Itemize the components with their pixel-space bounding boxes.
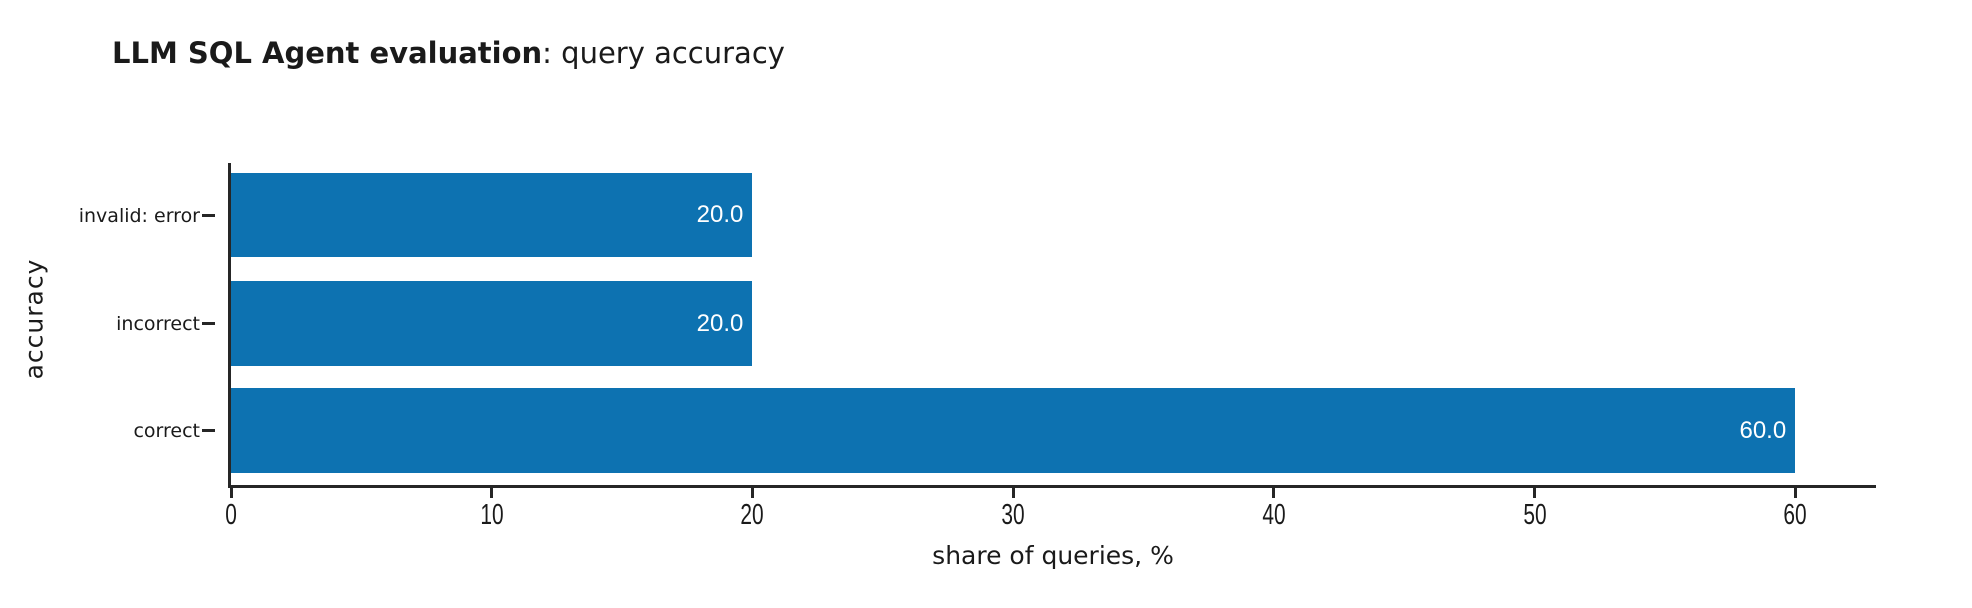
bar-row: 20.0 — [231, 173, 753, 257]
bar-value-label: 20.0 — [696, 201, 744, 228]
x-tick-label: 0 — [225, 499, 237, 531]
y-tick-mark — [202, 214, 215, 217]
x-axis-spine — [228, 485, 1876, 488]
x-axis-title: share of queries, % — [932, 541, 1174, 570]
x-tick-mark — [1272, 488, 1276, 498]
y-tick-mark — [202, 322, 215, 325]
bar-incorrect: 20.0 — [231, 281, 753, 366]
y-tick-label-incorrect: incorrect — [116, 313, 200, 335]
bar-row: 60.0 — [231, 388, 1796, 473]
x-tick-label: 50 — [1522, 499, 1547, 531]
y-axis-spine — [228, 163, 231, 488]
y-tick-label-correct: correct — [133, 420, 200, 442]
bar-correct: 60.0 — [231, 388, 1796, 473]
y-axis-title: accuracy — [19, 258, 49, 380]
x-tick-label: 30 — [1001, 499, 1025, 531]
x-tick-label: 10 — [480, 499, 504, 531]
x-tick-label: 40 — [1262, 499, 1286, 531]
x-tick-label: 60 — [1783, 499, 1807, 531]
chart-title-regular-segment: : query accuracy — [542, 36, 785, 70]
bar-invalid-error: 20.0 — [231, 173, 753, 257]
x-tick-mark — [1011, 488, 1015, 498]
chart-title-bold-segment: LLM SQL Agent evaluation — [112, 36, 543, 70]
y-tick-mark — [202, 429, 215, 432]
x-tick-mark — [750, 488, 754, 498]
x-tick-label: 20 — [740, 499, 765, 531]
x-tick-mark — [1533, 488, 1536, 498]
x-tick-mark — [490, 488, 494, 498]
bar-value-label: 20.0 — [696, 309, 744, 337]
y-tick-label-invalid-error: invalid: error — [78, 205, 200, 227]
bar-value-label: 60.0 — [1739, 416, 1787, 444]
chart-title: LLM SQL Agent evaluation: query accuracy — [112, 36, 785, 70]
x-tick-mark — [1793, 488, 1797, 498]
bar-row: 20.0 — [231, 281, 753, 366]
x-tick-mark — [229, 488, 233, 498]
